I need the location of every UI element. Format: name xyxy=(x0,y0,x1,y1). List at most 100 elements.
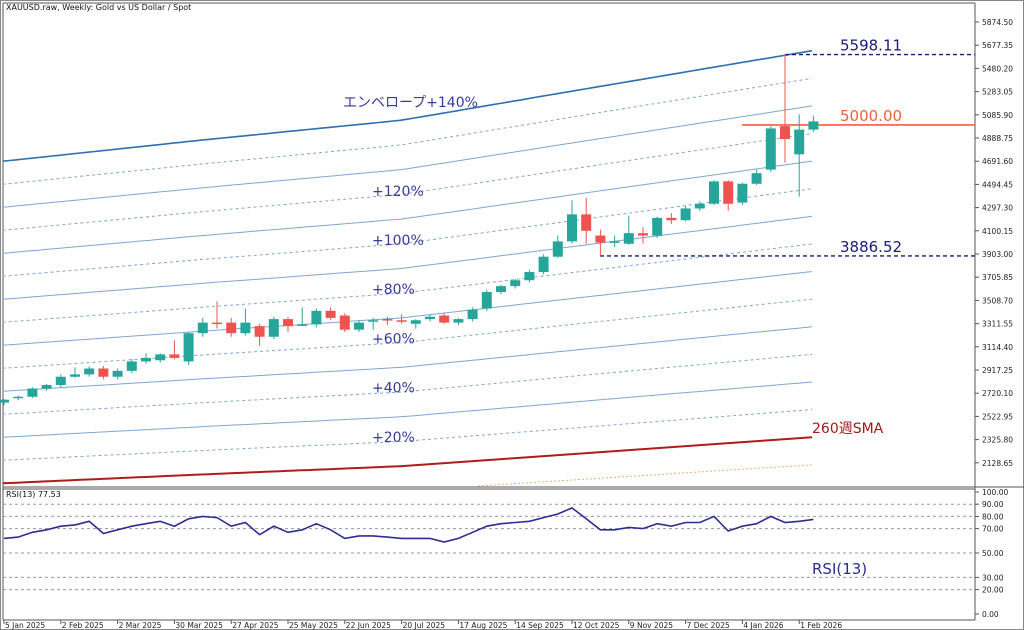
candle-down xyxy=(581,214,592,231)
candle-up xyxy=(41,384,52,389)
candle-up xyxy=(794,129,805,155)
envelope-solid-line xyxy=(2,160,813,254)
envelope-labels: エンベロープ+140% +120% +100% +80% +60% +40% +20% xyxy=(343,95,478,446)
envelope-dashed-line xyxy=(2,77,813,185)
time-axis: 5 Jan 2025 2 Feb 2025 2 Mar 2025 30 Mar 202… xyxy=(3,620,842,630)
candle-up xyxy=(112,370,123,377)
sma-260-line xyxy=(2,436,813,485)
price-tick-label: 2522.95 xyxy=(982,412,1013,421)
candle-down xyxy=(382,319,393,321)
candle-up xyxy=(496,286,506,293)
price-tick-label: 2128.65 xyxy=(982,459,1013,468)
rsi-tick-label: 70.00 xyxy=(982,525,1004,534)
candle-up xyxy=(765,128,776,170)
candle-up xyxy=(680,208,691,221)
candle-up xyxy=(453,319,464,323)
envelope-solid-line xyxy=(2,105,813,208)
candle-up xyxy=(268,319,279,337)
candle-up xyxy=(737,183,748,203)
envelope-solid-line xyxy=(2,271,813,346)
date-tick-label: 17 Aug 2025 xyxy=(459,621,507,630)
rsi-line xyxy=(3,506,814,543)
candle-up xyxy=(55,376,66,385)
envelope-label: +80% xyxy=(372,282,415,298)
candle-up xyxy=(368,320,379,322)
rsi-header: RSI(13) 77.53 xyxy=(6,490,61,499)
rsi-tick-label: 30.00 xyxy=(982,573,1004,582)
candles xyxy=(0,54,819,405)
candle-down xyxy=(98,368,109,377)
envelope-label: エンベロープ+140% xyxy=(343,95,478,111)
date-tick-label: 25 May 2025 xyxy=(289,621,338,630)
date-tick-label: 1 Feb 2026 xyxy=(800,621,842,630)
price-tick-label: 4888.75 xyxy=(982,134,1013,143)
candle-up xyxy=(0,399,9,403)
candle-down xyxy=(396,320,407,322)
date-tick-label: 5 Jan 2025 xyxy=(5,621,45,630)
rsi-tick-label: 100.00 xyxy=(982,488,1008,497)
envelope-label: +120% xyxy=(372,184,424,200)
candle-up xyxy=(425,316,435,320)
candle-down xyxy=(169,354,180,358)
candle-down xyxy=(226,322,237,334)
candle-up xyxy=(297,324,308,326)
price-axis: 5874.50 5677.35 5480.20 5283.05 5085.90 4888.… xyxy=(975,18,1013,468)
price-tick-label: 5480.20 xyxy=(982,64,1013,73)
price-level-label: 5000.00 xyxy=(840,107,902,125)
rsi-tick-label: 90.00 xyxy=(982,500,1004,509)
date-tick-label: 30 Mar 2025 xyxy=(175,621,223,630)
candle-up xyxy=(623,233,634,244)
date-tick-label: 2 Feb 2025 xyxy=(62,621,104,630)
price-tick-label: 3311.55 xyxy=(982,320,1013,329)
candle-down xyxy=(780,126,790,140)
candle-up xyxy=(70,374,80,377)
price-level-label: 3886.52 xyxy=(840,238,902,256)
candle-down xyxy=(439,315,450,323)
candle-up xyxy=(141,357,151,362)
date-tick-label: 4 Jan 2026 xyxy=(743,621,783,630)
candle-down xyxy=(325,310,336,318)
candle-up xyxy=(27,388,38,397)
candle-down xyxy=(254,326,265,337)
envelope-dashed-line xyxy=(2,133,813,231)
envelope-solid-line xyxy=(2,381,813,438)
envelope-label: +100% xyxy=(372,233,424,249)
candle-up xyxy=(311,310,322,325)
price-level-label: 5598.11 xyxy=(840,37,902,55)
candle-up xyxy=(84,368,95,375)
envelope-label: +60% xyxy=(372,331,415,347)
rsi-tick-label: 80.00 xyxy=(982,512,1004,521)
candle-up xyxy=(240,322,251,334)
date-tick-label: 22 Jun 2025 xyxy=(346,621,391,630)
candle-down xyxy=(638,233,648,236)
candle-up xyxy=(751,173,762,184)
price-tick-label: 5677.35 xyxy=(982,41,1013,50)
date-tick-label: 9 Nov 2025 xyxy=(630,621,673,630)
envelope-dashed-line xyxy=(2,188,813,277)
date-tick-label: 27 Apr 2025 xyxy=(232,621,279,630)
envelope-label: +20% xyxy=(372,430,415,446)
candle-up xyxy=(652,217,663,236)
envelope-solid-line xyxy=(2,215,813,300)
price-tick-label: 3508.70 xyxy=(982,296,1013,305)
price-tick-label: 5085.90 xyxy=(982,111,1013,120)
candle-up xyxy=(808,121,819,130)
price-tick-label: 3114.40 xyxy=(982,343,1013,352)
candle-up xyxy=(524,272,535,281)
candle-up xyxy=(467,309,478,320)
envelope-top-line xyxy=(2,49,813,162)
rsi-tick-label: 0.00 xyxy=(982,610,999,619)
candle-up xyxy=(354,322,364,330)
price-tick-label: 4494.45 xyxy=(982,180,1013,189)
rsi-tick-label: 20.00 xyxy=(982,586,1004,595)
candle-up xyxy=(155,354,166,361)
price-tick-label: 4100.15 xyxy=(982,227,1013,236)
date-tick-label: 7 Dec 2025 xyxy=(687,621,730,630)
candle-up xyxy=(538,256,549,273)
candle-up xyxy=(410,320,421,324)
rsi-panel: 100.00 90.00 80.00 70.00 50.00 30.00 20.00 0.00 xyxy=(3,488,1008,619)
candle-down xyxy=(723,181,734,204)
candle-down xyxy=(666,217,677,221)
price-tick-label: 2720.10 xyxy=(982,389,1013,398)
